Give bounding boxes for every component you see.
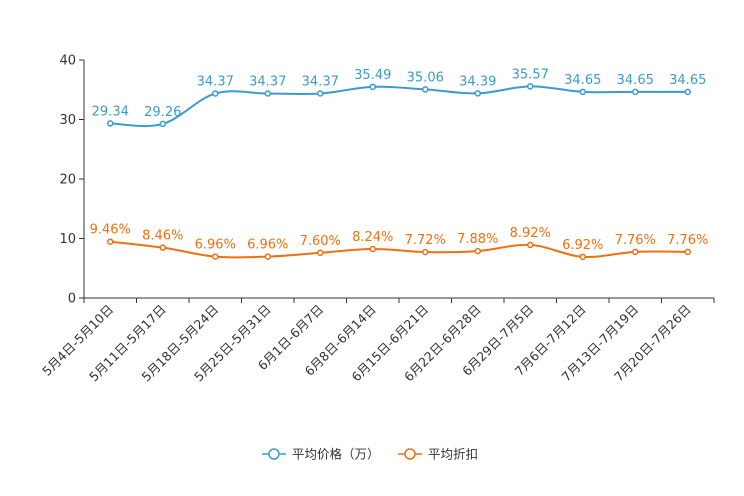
series-1: 29.34 29.26 34.37 34.37 34.37 35.49 35.06 34.39… xyxy=(92,67,706,128)
legend-marker xyxy=(404,448,416,460)
data-point xyxy=(422,86,429,93)
series-2: 9.46% 8.46% 6.96% 6.96% 7.60% 8.24% 7.72% 7.88%… xyxy=(90,223,708,261)
data-point xyxy=(527,83,534,90)
data-point xyxy=(579,253,586,261)
data-point xyxy=(264,90,271,97)
legend-item-2[interactable]: 平均折扣 xyxy=(398,447,478,462)
series-layer: 29.34 29.26 34.37 34.37 34.37 35.49 35.06 34.39… xyxy=(90,67,708,261)
data-label: 6.96% xyxy=(247,238,288,253)
data-point xyxy=(212,253,219,260)
data-point xyxy=(527,241,534,249)
data-label: 35.06 xyxy=(407,70,444,85)
y-tick-label: 0 xyxy=(68,292,76,307)
data-point xyxy=(159,244,166,251)
y-tick-label: 30 xyxy=(59,113,76,128)
data-label: 34.65 xyxy=(669,73,706,88)
data-point xyxy=(422,248,429,256)
y-tick-label: 10 xyxy=(59,232,76,247)
data-label: 7.76% xyxy=(615,233,656,248)
legend-item-1[interactable]: 平均价格（万） xyxy=(262,447,380,462)
data-point xyxy=(369,83,376,91)
data-label: 34.39 xyxy=(459,74,496,89)
y-tick-label: 20 xyxy=(59,173,76,188)
data-point xyxy=(107,238,114,245)
legend-marker xyxy=(268,448,280,460)
data-label: 8.24% xyxy=(352,230,393,245)
data-point xyxy=(264,253,271,260)
data-point xyxy=(369,245,376,253)
data-label: 34.37 xyxy=(197,74,234,89)
data-point xyxy=(317,249,324,257)
data-label: 29.34 xyxy=(92,104,129,119)
data-point xyxy=(317,90,324,97)
data-point xyxy=(474,90,481,97)
data-label: 6.92% xyxy=(562,238,603,253)
data-label: 7.88% xyxy=(457,232,498,247)
data-label: 7.72% xyxy=(405,233,446,248)
legend-label: 平均价格（万） xyxy=(292,447,380,462)
data-point xyxy=(212,90,219,97)
data-point xyxy=(632,248,639,256)
data-point xyxy=(474,247,481,255)
axes: 0102030405月4日-5月10日5月11日-5月17日5月18日-5月24… xyxy=(39,54,715,384)
data-label: 7.60% xyxy=(300,234,341,249)
data-label: 34.37 xyxy=(249,74,286,89)
data-label: 7.76% xyxy=(667,233,708,248)
data-label: 6.96% xyxy=(195,238,236,253)
data-point xyxy=(684,248,691,256)
data-label: 8.92% xyxy=(510,226,551,241)
data-label: 35.49 xyxy=(354,68,391,83)
data-point xyxy=(632,88,639,96)
data-label: 9.46% xyxy=(90,223,131,238)
data-point xyxy=(107,120,114,127)
legend: 平均价格（万） 平均折扣 xyxy=(262,447,478,462)
legend-label: 平均折扣 xyxy=(428,447,478,462)
data-label: 35.57 xyxy=(512,67,549,82)
data-label: 34.65 xyxy=(617,73,654,88)
data-point xyxy=(684,88,691,96)
data-label: 34.37 xyxy=(302,74,339,89)
y-tick-label: 40 xyxy=(59,54,76,69)
data-label: 8.46% xyxy=(142,229,183,244)
data-label: 34.65 xyxy=(564,73,601,88)
data-label: 29.26 xyxy=(144,105,181,120)
data-point xyxy=(579,88,586,96)
data-point xyxy=(159,120,166,128)
series-line xyxy=(110,85,688,128)
series-line xyxy=(110,240,688,259)
